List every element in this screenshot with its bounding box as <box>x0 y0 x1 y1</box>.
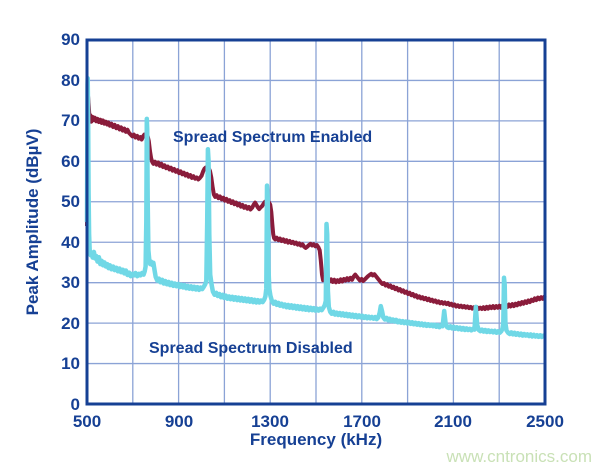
y-tick-label: 30 <box>61 273 80 292</box>
watermark-text: www.cntronics.com <box>446 447 592 466</box>
series-label-disabled: Spread Spectrum Disabled <box>149 340 353 357</box>
y-tick-label: 90 <box>61 30 80 49</box>
y-tick-label: 0 <box>70 395 80 414</box>
y-axis-title: Peak Amplitude (dBµV) <box>23 128 42 316</box>
y-tick-label: 50 <box>61 192 80 211</box>
y-tick-label: 70 <box>61 111 80 130</box>
y-tick-label: 20 <box>61 314 80 333</box>
y-tick-label: 60 <box>61 152 80 171</box>
series-label-enabled: Spread Spectrum Enabled <box>173 129 373 146</box>
y-tick-label: 10 <box>61 354 80 373</box>
x-tick-label: 2500 <box>526 412 564 431</box>
x-tick-label: 500 <box>72 412 102 431</box>
y-tick-label: 40 <box>61 233 80 252</box>
x-tick-label: 2100 <box>434 412 472 431</box>
x-tick-label: 1300 <box>251 412 289 431</box>
y-tick-label: 80 <box>61 71 80 90</box>
x-axis-title: Frequency (kHz) <box>249 430 383 449</box>
x-tick-label: 1700 <box>343 412 381 431</box>
x-tick-label: 900 <box>164 412 194 431</box>
